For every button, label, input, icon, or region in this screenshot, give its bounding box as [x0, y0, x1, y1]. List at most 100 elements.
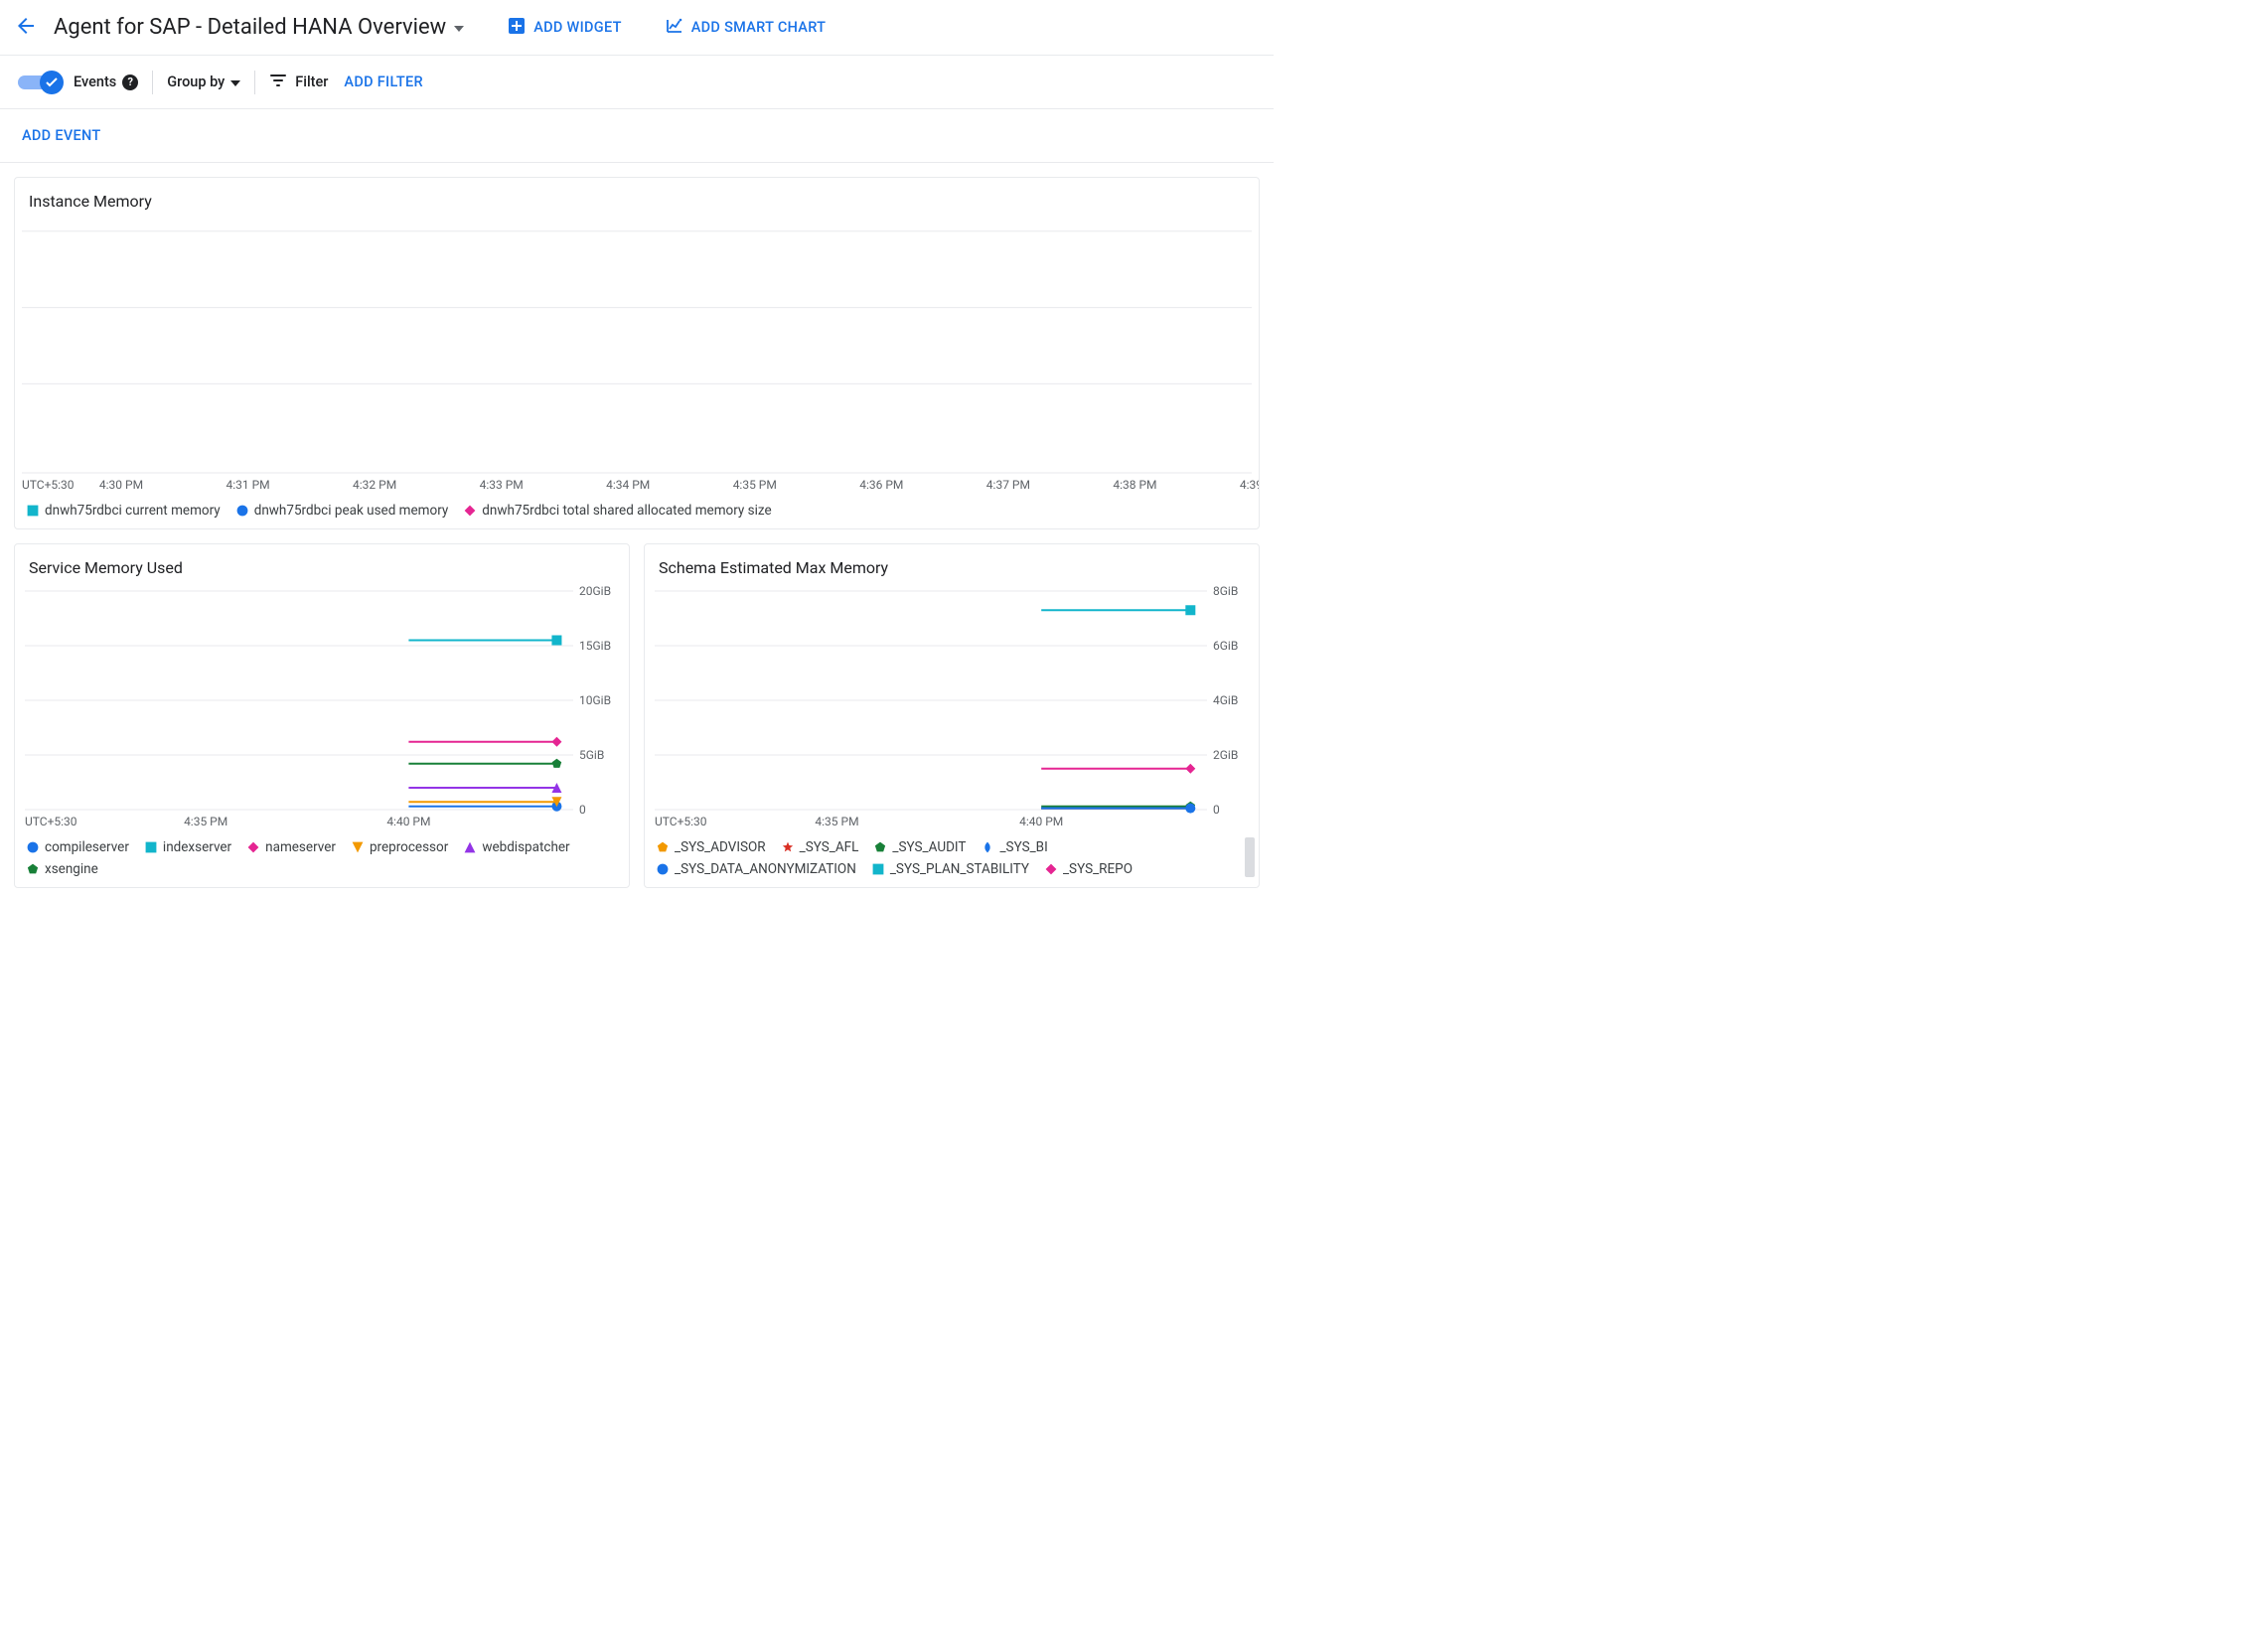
svg-text:8GiB: 8GiB: [1213, 585, 1238, 598]
filter-icon: [269, 72, 287, 93]
instance-memory-legend: dnwh75rdbci current memory dnwh75rdbci pe…: [15, 497, 1259, 528]
events-label-block: Events ?: [74, 74, 138, 90]
svg-text:4:34 PM: 4:34 PM: [606, 478, 650, 492]
service-memory-card: Service Memory Used 0 5GiB 10GiB 15GiB 20GiB…: [14, 543, 630, 888]
toolbar: Events ? Group by Filter ADD FILTER: [0, 56, 1274, 109]
legend-label: _SYS_ADVISOR: [675, 839, 766, 855]
svg-text:UTC+5:30: UTC+5:30: [655, 815, 707, 828]
add-smart-chart-button[interactable]: ADD SMART CHART: [654, 9, 838, 47]
svg-text:4:30 PM: 4:30 PM: [99, 478, 143, 492]
instance-memory-card: Instance Memory UTC+5:30 4:30 PM 4:31 PM 4:…: [14, 177, 1260, 529]
add-filter-button[interactable]: ADD FILTER: [344, 74, 422, 90]
legend-item[interactable]: dnwh75rdbci total shared allocated memor…: [464, 503, 771, 519]
svg-text:4:32 PM: 4:32 PM: [353, 478, 396, 492]
group-by-dropdown[interactable]: Group by: [167, 74, 240, 90]
legend-label: _SYS_DATA_ANONYMIZATION: [675, 861, 856, 877]
legend-label: _SYS_REPO: [1063, 861, 1133, 877]
legend-label: webdispatcher: [482, 839, 569, 855]
legend-item[interactable]: compileserver: [27, 839, 129, 855]
add-event-button[interactable]: ADD EVENT: [22, 127, 101, 144]
legend-label: dnwh75rdbci current memory: [45, 503, 221, 519]
svg-text:4:39 PM: 4:39 PM: [1240, 478, 1259, 492]
legend-item[interactable]: preprocessor: [352, 839, 448, 855]
dashboard-title-dropdown[interactable]: Agent for SAP - Detailed HANA Overview: [54, 15, 464, 40]
svg-text:6GiB: 6GiB: [1213, 639, 1238, 653]
instance-memory-chart[interactable]: UTC+5:30 4:30 PM 4:31 PM 4:32 PM 4:33 PM 4:34…: [15, 219, 1259, 497]
legend-item[interactable]: dnwh75rdbci current memory: [27, 503, 221, 519]
legend-item[interactable]: _SYS_DATA_ANONYMIZATION: [657, 861, 856, 877]
instance-memory-title: Instance Memory: [15, 178, 1259, 219]
svg-text:4:35 PM: 4:35 PM: [184, 815, 227, 828]
svg-text:0: 0: [1213, 803, 1220, 817]
svg-text:4:35 PM: 4:35 PM: [733, 478, 777, 492]
filter-button[interactable]: Filter: [269, 72, 328, 93]
service-memory-title: Service Memory Used: [15, 544, 629, 585]
add-event-row: ADD EVENT: [0, 109, 1274, 163]
svg-text:20GiB: 20GiB: [579, 585, 611, 598]
svg-text:2GiB: 2GiB: [1213, 748, 1238, 762]
legend-label: _SYS_AFL: [800, 839, 859, 855]
legend-item[interactable]: _SYS_AFL: [782, 839, 859, 855]
legend-label: compileserver: [45, 839, 129, 855]
svg-text:0: 0: [579, 803, 586, 817]
svg-text:UTC+5:30: UTC+5:30: [25, 815, 77, 828]
svg-text:4:40 PM: 4:40 PM: [1019, 815, 1063, 828]
schema-memory-card: Schema Estimated Max Memory 0 2GiB 4GiB 6Gi…: [644, 543, 1260, 888]
caret-down-icon: [230, 74, 240, 90]
legend-item[interactable]: indexserver: [145, 839, 231, 855]
legend-item[interactable]: _SYS_REPO: [1045, 861, 1133, 877]
legend-item[interactable]: webdispatcher: [464, 839, 569, 855]
legend-label: nameserver: [265, 839, 336, 855]
legend-item[interactable]: _SYS_AUDIT: [874, 839, 966, 855]
svg-text:4:33 PM: 4:33 PM: [480, 478, 524, 492]
schema-memory-legend: _SYS_ADVISOR _SYS_AFL _SYS_AUDIT _SYS_BI _SY…: [645, 833, 1259, 887]
svg-text:4:35 PM: 4:35 PM: [815, 815, 858, 828]
svg-text:4GiB: 4GiB: [1213, 693, 1238, 707]
svg-text:UTC+5:30: UTC+5:30: [22, 478, 75, 492]
caret-down-icon: [454, 20, 464, 36]
legend-item[interactable]: _SYS_PLAN_STABILITY: [872, 861, 1029, 877]
legend-label: dnwh75rdbci peak used memory: [254, 503, 449, 519]
svg-text:10GiB: 10GiB: [579, 693, 611, 707]
schema-memory-chart[interactable]: 0 2GiB 4GiB 6GiB 8GiB UTC+5:30 4:35 PM 4:40 PM: [645, 585, 1259, 833]
filter-label: Filter: [295, 74, 328, 90]
help-icon[interactable]: ?: [122, 75, 138, 90]
service-memory-chart[interactable]: 0 5GiB 10GiB 15GiB 20GiB UTC+5:30 4:35 PM 4:40 …: [15, 585, 629, 833]
service-memory-legend: compileserver indexserver nameserver prepro…: [15, 833, 629, 887]
legend-item[interactable]: xsengine: [27, 861, 98, 877]
svg-text:15GiB: 15GiB: [579, 639, 611, 653]
legend-item[interactable]: _SYS_BI: [982, 839, 1047, 855]
legend-item[interactable]: dnwh75rdbci peak used memory: [236, 503, 449, 519]
events-label: Events: [74, 74, 116, 90]
svg-text:4:31 PM: 4:31 PM: [226, 478, 269, 492]
divider: [254, 71, 255, 94]
legend-label: dnwh75rdbci total shared allocated memor…: [482, 503, 771, 519]
dashboard-title: Agent for SAP - Detailed HANA Overview: [54, 15, 446, 40]
add-widget-button[interactable]: ADD WIDGET: [496, 9, 634, 47]
svg-text:4:37 PM: 4:37 PM: [986, 478, 1030, 492]
legend-label: indexserver: [163, 839, 231, 855]
legend-label: _SYS_BI: [999, 839, 1047, 855]
schema-memory-title: Schema Estimated Max Memory: [645, 544, 1259, 585]
legend-item[interactable]: _SYS_ADVISOR: [657, 839, 766, 855]
legend-label: _SYS_AUDIT: [892, 839, 966, 855]
svg-text:5GiB: 5GiB: [579, 748, 604, 762]
events-toggle[interactable]: [18, 71, 64, 94]
legend-label: xsengine: [45, 861, 98, 877]
divider: [152, 71, 153, 94]
add-widget-label: ADD WIDGET: [533, 19, 622, 36]
legend-item[interactable]: nameserver: [247, 839, 336, 855]
legend-label: preprocessor: [370, 839, 448, 855]
check-icon: [40, 71, 64, 94]
back-arrow-icon[interactable]: [14, 14, 38, 42]
add-smart-chart-label: ADD SMART CHART: [691, 19, 827, 36]
cards-area: Instance Memory UTC+5:30 4:30 PM 4:31 PM 4:…: [0, 163, 1274, 902]
svg-text:4:40 PM: 4:40 PM: [386, 815, 430, 828]
scroll-indicator[interactable]: [1245, 837, 1255, 877]
group-by-label: Group by: [167, 74, 225, 90]
svg-text:4:38 PM: 4:38 PM: [1113, 478, 1156, 492]
plus-box-icon: [508, 17, 526, 39]
legend-label: _SYS_PLAN_STABILITY: [890, 861, 1029, 877]
svg-text:4:36 PM: 4:36 PM: [859, 478, 903, 492]
smart-chart-icon: [666, 17, 683, 39]
